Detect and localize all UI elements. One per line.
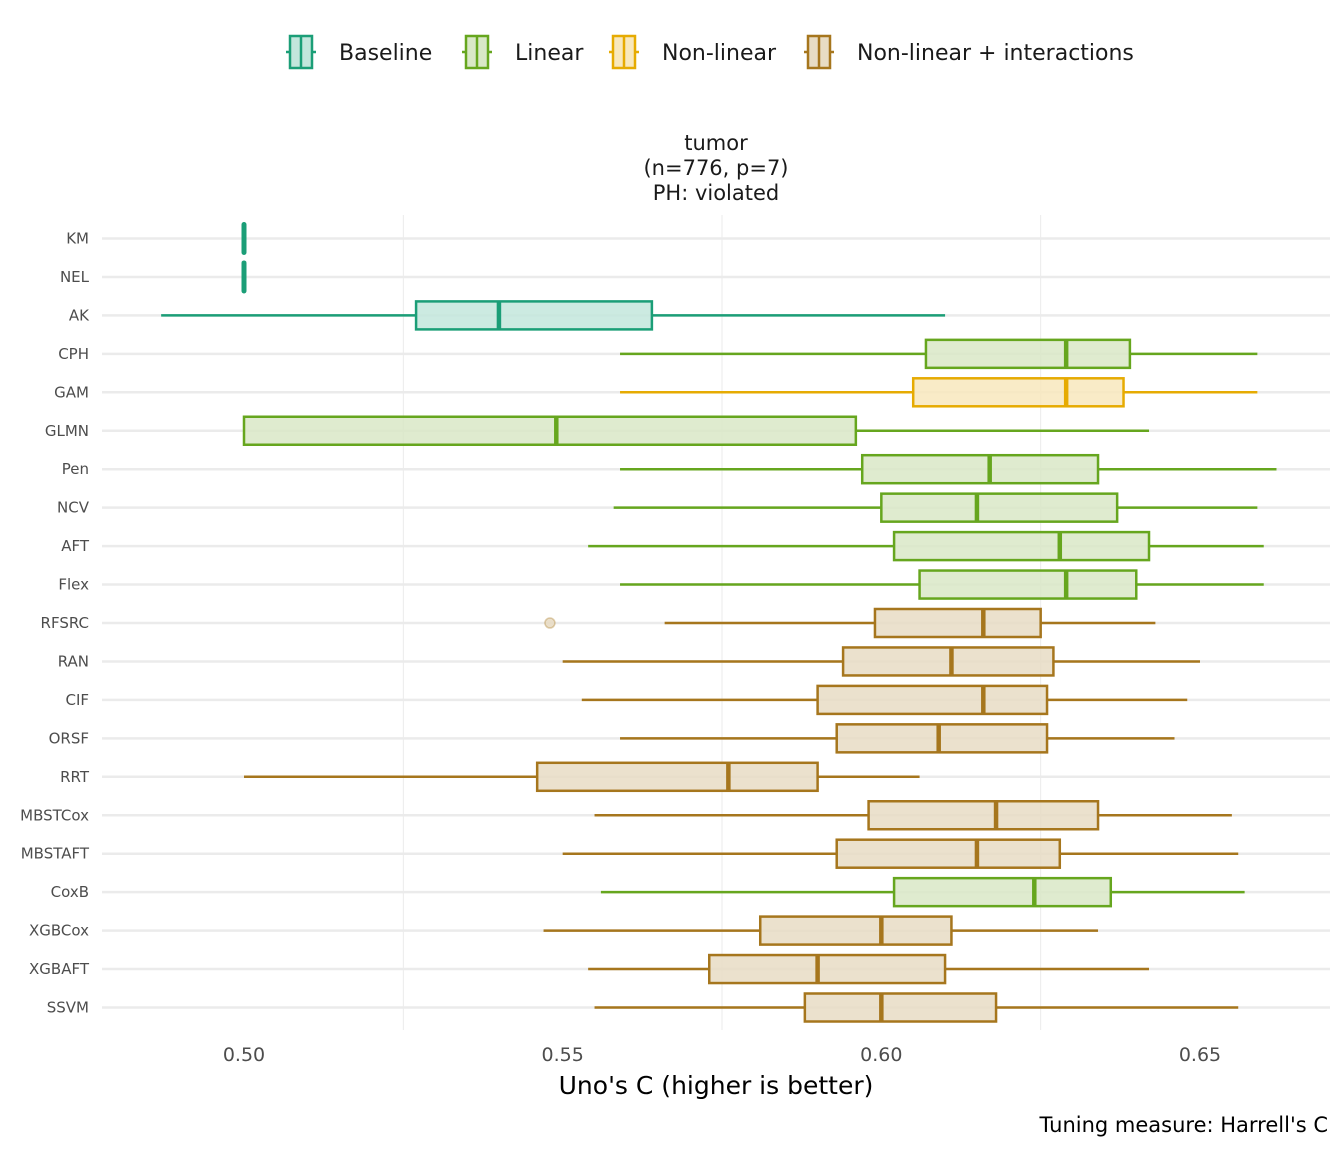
x-axis-title: Uno's C (higher is better): [559, 1071, 874, 1100]
box-coxb: [600, 876, 1245, 908]
y-tick-label: XGBCox: [29, 922, 89, 940]
y-tick-label: GAM: [54, 383, 89, 401]
y-tick-label: ORSF: [49, 729, 89, 747]
legend-label: Baseline: [339, 41, 432, 66]
box-mbstcox: [594, 800, 1232, 831]
legend-label: Non-linear: [662, 41, 777, 66]
box-ran: [562, 646, 1200, 677]
legend-item-baseline: Baseline: [286, 34, 432, 70]
y-tick-label: MBSTCox: [20, 806, 89, 824]
strip-title-line-3: PH: violated: [653, 181, 780, 205]
x-tick-label: 0.65: [1179, 1044, 1221, 1066]
y-tick-label: CIF: [65, 691, 89, 709]
legend-item-non-linear-interactions: Non-linear + interactions: [804, 34, 1134, 70]
box-flex: [620, 569, 1264, 600]
x-tick-label: 0.60: [860, 1044, 902, 1066]
box-cph: [620, 338, 1258, 370]
iqr-box: [867, 800, 1100, 831]
x-tick-label: 0.50: [223, 1044, 265, 1066]
box-cif: [581, 684, 1188, 716]
iqr-box: [803, 992, 998, 1023]
box-gam: [620, 377, 1258, 408]
y-tick-label: RFSRC: [41, 614, 89, 632]
iqr-box: [841, 646, 1055, 677]
y-tick-label: AK: [69, 306, 90, 324]
iqr-box: [835, 838, 1062, 869]
y-tick-label: XGBAFT: [29, 960, 90, 978]
iqr-box: [860, 453, 1100, 485]
iqr-box: [918, 569, 1138, 600]
iqr-box: [242, 415, 858, 446]
y-tick-label: MBSTAFT: [21, 845, 90, 863]
box-xgbaft: [588, 953, 1150, 985]
y-tick-label: CPH: [58, 345, 89, 363]
box-mbstaft: [562, 838, 1239, 869]
strip-title-line-2: (n=776, p=7): [643, 156, 788, 180]
x-tick-label: 0.55: [542, 1044, 584, 1066]
legend-item-linear: Linear: [462, 34, 584, 70]
iqr-box: [816, 684, 1049, 716]
iqr-box: [708, 953, 947, 985]
legend-label: Non-linear + interactions: [857, 41, 1134, 66]
boxes: [161, 222, 1277, 1023]
x-axis: 0.50 0.55 0.60 0.65: [223, 1044, 1221, 1066]
box-aft: [588, 530, 1264, 562]
iqr-box: [758, 915, 953, 946]
legend-label: Linear: [515, 41, 584, 66]
caption: Tuning measure: Harrell's C: [1039, 1113, 1328, 1137]
iqr-box: [873, 607, 1042, 639]
y-tick-label: RAN: [58, 652, 89, 670]
y-tick-label: GLMN: [45, 422, 89, 440]
iqr-box: [892, 530, 1151, 562]
box-glmn: [242, 415, 1150, 446]
iqr-box: [535, 761, 819, 793]
box-rrt: [244, 761, 920, 793]
iqr-box: [924, 338, 1132, 370]
y-tick-label: Pen: [62, 460, 89, 478]
box-ssvm: [594, 992, 1239, 1023]
iqr-box: [414, 300, 654, 331]
legend: Baseline Linear Non-linear Non-linear + int…: [286, 34, 1134, 70]
facet-strip-title: tumor (n=776, p=7) PH: violated: [643, 131, 788, 205]
strip-title-line-1: tumor: [684, 131, 748, 155]
y-tick-label: SSVM: [47, 999, 89, 1017]
y-tick-label: CoxB: [51, 883, 89, 901]
box-pen: [620, 453, 1277, 485]
y-tick-label: AFT: [61, 537, 90, 555]
box-orsf: [620, 723, 1175, 754]
y-axis: KM NEL AK CPH GAM GLMN Pen NCV AFT Flex RFSRC RAN CI…: [20, 230, 90, 1017]
y-tick-label: KM: [66, 230, 89, 248]
iqr-box: [911, 377, 1125, 408]
legend-item-non-linear: Non-linear: [609, 34, 777, 70]
y-tick-label: NCV: [57, 499, 90, 517]
box-rfsrc: [544, 607, 1156, 639]
iqr-box: [880, 492, 1119, 523]
iqr-box: [835, 723, 1049, 754]
y-tick-label: RRT: [60, 768, 90, 786]
y-tick-label: NEL: [60, 268, 90, 286]
box-xgbcox: [543, 915, 1099, 946]
y-tick-label: Flex: [58, 576, 89, 594]
iqr-box: [892, 876, 1113, 908]
box-ncv: [613, 492, 1258, 523]
outlier-point: [544, 617, 556, 629]
box-ak: [161, 300, 946, 331]
